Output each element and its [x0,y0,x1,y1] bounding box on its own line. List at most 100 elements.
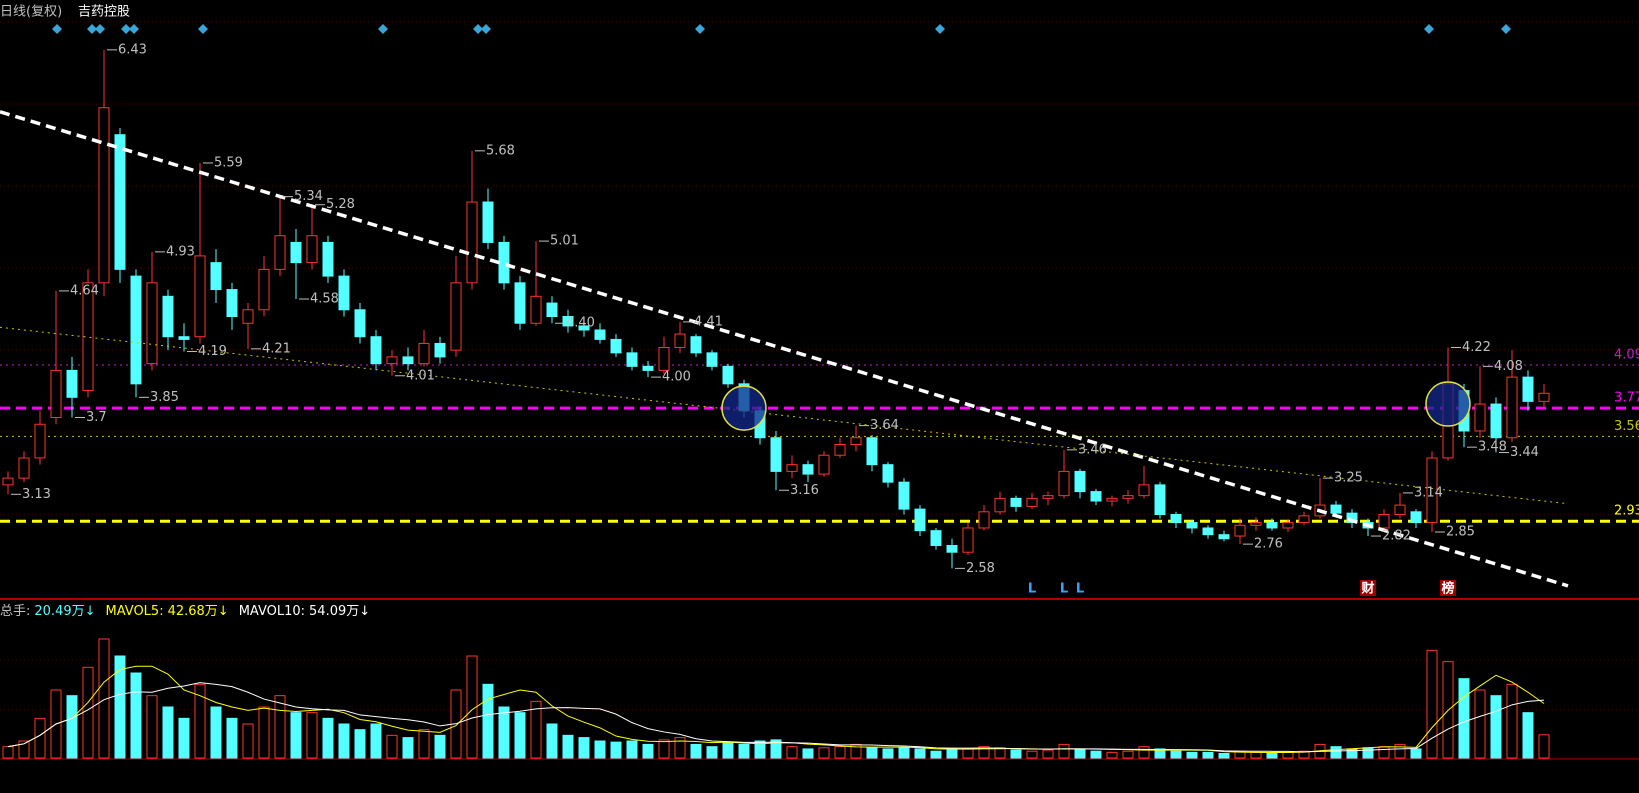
level-label: 3.56 [1614,419,1639,434]
indicator-name: MAVOL5: [106,604,164,619]
candle-body [1282,522,1294,529]
volume-bar [882,748,894,759]
marker [378,24,388,34]
candle-body [1250,522,1262,526]
volume-bar [866,747,878,759]
candle-body [658,346,670,371]
annotation-label: 3.25 [1334,471,1363,486]
marker [481,24,491,34]
chart-title: 日线(复权) [0,4,62,20]
candle-body [194,255,206,338]
annotation-label: 4.93 [166,244,195,259]
candle-body [1010,497,1022,507]
volume-bar [802,748,814,759]
volume-bar [1458,678,1470,759]
candle-body [802,464,814,475]
volume-bar [82,666,94,759]
marker [95,24,105,34]
volume-bar [402,737,414,759]
candle-body [1522,376,1534,402]
volume-bar [834,746,846,759]
candle-body [434,342,446,358]
candle-body [946,544,958,553]
signal-label: 榜 [1441,581,1454,597]
volume-bar [242,723,254,759]
volume-bar [1074,748,1086,759]
volume-bar [2,746,14,759]
candle-body [1058,470,1070,497]
annotation-label: 3.46 [1078,442,1107,457]
candle-body [722,365,734,385]
candle-body [1490,403,1502,439]
volume-bar [1186,751,1198,759]
candle-body [450,282,462,351]
candle-body [1426,457,1438,524]
level-label: 2.93 [1614,504,1639,519]
volume-bar [178,717,190,759]
candle-body [498,241,510,284]
annotation-label: 4.58 [310,292,339,307]
volume-bar [1426,649,1438,759]
annotation-label: 3.48 [1478,440,1507,455]
candle-body [1506,376,1518,439]
volume-bar [1394,743,1406,759]
candle-body [386,356,398,365]
candle-body [306,235,318,264]
candle-body [1026,497,1038,507]
stock-name: 吉药控股 [78,5,130,20]
candle-body [98,107,110,284]
volume-bar [1378,746,1390,759]
volume-bar [226,717,238,759]
candle-body [514,282,526,324]
candle-body [338,275,350,311]
volume-bar [818,747,830,759]
marker [1424,24,1434,34]
candle-body [146,282,158,365]
candle-body [402,356,414,365]
signal-box [1360,580,1376,596]
candle-body [1042,495,1054,499]
volume-bar [386,734,398,759]
candle-body [162,295,174,338]
volume-bar [34,717,46,759]
volume-bar [1202,751,1214,759]
signal-box [1440,580,1456,596]
annotation-label: 6.43 [118,42,147,57]
volume-bar [562,734,574,759]
volume-bar [514,712,526,759]
volume-bar [1506,683,1518,759]
candle-body [258,268,270,311]
volume-bar [130,672,142,759]
candle-body [674,333,686,348]
level-label: 3.77 [1614,391,1639,406]
volume-bar [546,723,558,759]
volume-bar [594,740,606,759]
candle-body [50,369,62,419]
volume-bar [498,706,510,759]
trend-line [0,110,1569,588]
candle-body [66,369,78,398]
annotation-label: 4.22 [1462,340,1491,355]
volume-bar [1218,752,1230,759]
candle-body [1186,522,1198,529]
candle-body [786,464,798,472]
volume-bar [290,712,302,759]
candle-body [322,241,334,277]
volume-bar [658,739,670,759]
candle-body [578,325,590,331]
volume-bar [1330,746,1342,759]
annotation-label: 5.68 [486,143,515,158]
volume-bar [994,747,1006,759]
marker [87,24,97,34]
volume-bar [162,706,174,759]
volume-bar [626,740,638,759]
annotation-label: 2.58 [966,561,995,576]
marker [935,24,945,34]
volume-bar [578,737,590,759]
candle-body [898,481,910,510]
candle-body [866,437,878,466]
volume-bar [66,695,78,759]
volume-bar [434,734,446,759]
volume-bar [1042,749,1054,759]
indicator-name: MAVOL10: [239,604,305,619]
